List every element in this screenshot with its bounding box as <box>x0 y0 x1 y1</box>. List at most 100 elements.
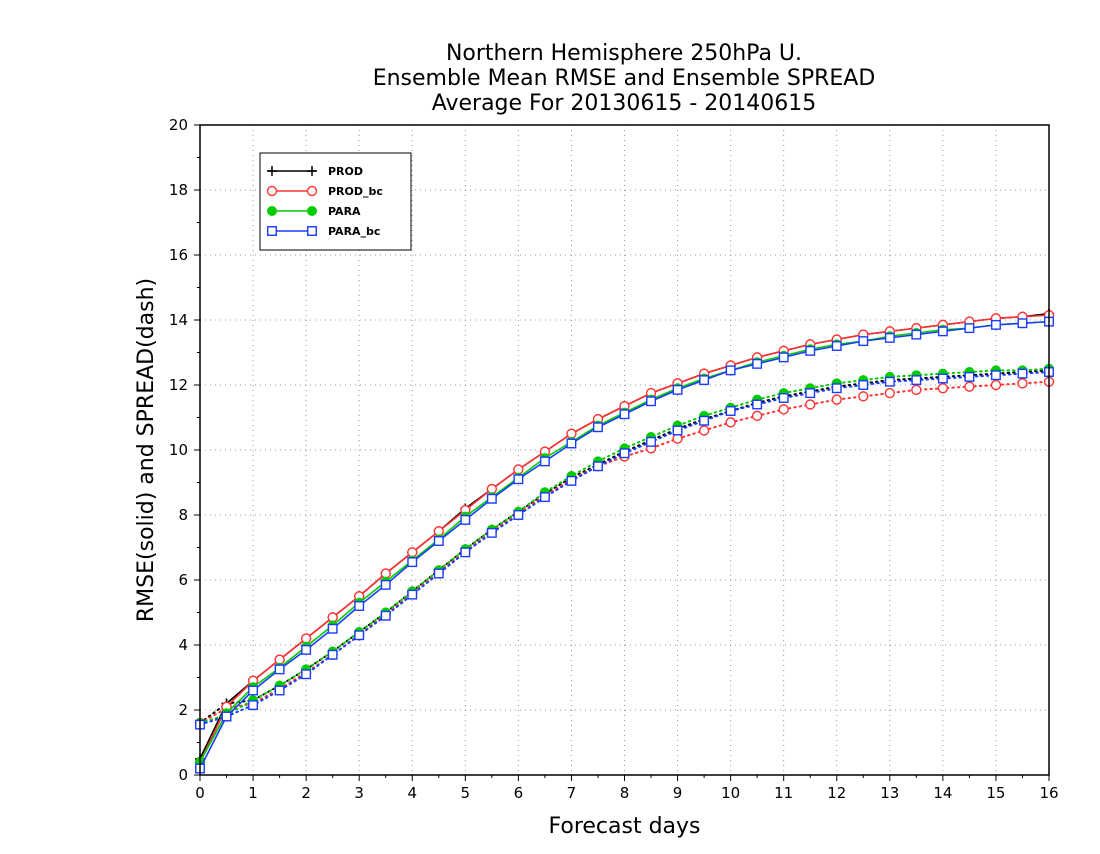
data-point-rmse <box>805 345 816 356</box>
legend-marker <box>307 226 317 236</box>
x-tick-label: 7 <box>567 784 577 802</box>
chart-title: Northern Hemisphere 250hPa U.Ensemble Me… <box>373 41 876 116</box>
y-tick-label: 14 <box>169 311 188 329</box>
x-tick-label: 0 <box>195 784 205 802</box>
data-point-rmse <box>752 358 763 369</box>
x-tick-label: 4 <box>407 784 417 802</box>
data-point-spread <box>566 475 577 486</box>
y-tick-label: 20 <box>169 116 188 134</box>
legend-marker <box>267 226 277 236</box>
x-tick-label: 12 <box>827 784 846 802</box>
chart-title-line: Northern Hemisphere 250hPa U. <box>446 41 802 66</box>
data-point-spread <box>486 527 497 538</box>
data-point-spread <box>964 381 975 392</box>
data-point-spread <box>752 399 763 410</box>
x-axis-label: Forecast days <box>548 814 700 839</box>
data-point-spread <box>301 669 312 680</box>
axis-ticks: 0 1 2 3 4 5 6 7 8 9 10 11 12 13 14 15 160246810121416182… <box>169 116 1059 802</box>
y-tick-label: 18 <box>169 181 188 199</box>
data-point-spread <box>858 391 869 402</box>
data-point-spread <box>698 425 710 436</box>
data-point-rmse <box>327 623 338 634</box>
x-tick-label: 10 <box>721 784 740 802</box>
legend-item: PARA_bc <box>267 225 380 238</box>
data-point-spread <box>513 510 524 520</box>
data-point-spread <box>619 448 630 459</box>
x-tick-label: 9 <box>673 784 683 802</box>
data-point-spread <box>884 387 896 399</box>
x-tick-label: 5 <box>461 784 471 802</box>
x-tick-label: 13 <box>880 784 899 802</box>
legend-item: PARA <box>267 205 361 218</box>
y-tick-label: 10 <box>169 441 188 459</box>
data-point-rmse <box>407 557 418 568</box>
data-point-spread <box>831 383 842 394</box>
series-line-spread <box>199 380 1050 724</box>
series-line-rmse <box>199 314 1050 763</box>
data-point-rmse <box>672 384 683 395</box>
data-point-spread <box>805 388 816 399</box>
data-point-spread <box>354 630 365 641</box>
y-axis-label: RMSE(solid) and SPREAD(dash) <box>134 278 159 622</box>
legend-item: PROD <box>267 165 363 178</box>
data-point-rmse <box>725 365 736 376</box>
data-point-spread <box>248 700 259 711</box>
y-tick-label: 8 <box>178 506 188 524</box>
data-point-spread <box>778 404 789 415</box>
y-tick-label: 16 <box>169 246 188 264</box>
data-point-rmse <box>221 711 232 722</box>
data-point-spread <box>646 436 656 447</box>
data-point-rmse <box>380 579 391 590</box>
data-point-spread <box>990 379 1002 391</box>
data-point-spread <box>460 547 471 558</box>
series-prod-bc <box>194 309 1055 768</box>
legend-item: PROD_bc <box>266 185 383 198</box>
series-para-bc <box>195 316 1054 774</box>
legend-marker <box>307 206 317 216</box>
x-tick-label: 1 <box>248 784 258 802</box>
data-point-rmse <box>248 685 259 696</box>
data-point-rmse <box>778 352 789 363</box>
data-point-spread <box>990 370 1001 381</box>
x-tick-label: 2 <box>301 784 311 802</box>
x-tick-label: 14 <box>933 784 952 802</box>
data-point-spread <box>831 394 842 405</box>
data-point-rmse <box>486 493 497 504</box>
legend-marker <box>306 185 318 197</box>
data-point-spread <box>858 380 869 390</box>
data-point-rmse <box>990 319 1001 330</box>
data-point-rmse <box>593 422 603 433</box>
legend-marker <box>267 166 277 176</box>
x-tick-label: 3 <box>354 784 364 802</box>
data-point-rmse <box>964 323 975 334</box>
data-point-spread <box>805 399 816 410</box>
x-tick-label: 6 <box>514 784 524 802</box>
data-point-spread <box>1017 378 1028 389</box>
series-para <box>195 316 1054 767</box>
data-point-rmse <box>884 332 895 343</box>
data-point-spread <box>433 568 444 579</box>
data-point-rmse <box>1017 318 1028 329</box>
data-point-spread <box>778 393 789 403</box>
y-tick-label: 0 <box>178 766 188 784</box>
y-tick-label: 6 <box>178 571 188 589</box>
data-point-spread <box>539 492 550 503</box>
y-tick-label: 2 <box>178 701 188 719</box>
data-point-spread <box>725 417 736 428</box>
x-tick-label: 8 <box>620 784 630 802</box>
chart-title-line: Ensemble Mean RMSE and Ensemble SPREAD <box>373 66 876 91</box>
legend-marker <box>266 185 278 197</box>
data-point-rmse <box>937 326 948 337</box>
legend-label: PROD <box>328 165 363 178</box>
data-point-spread <box>964 371 975 382</box>
chart-title-line: Average For 20130615 - 20140615 <box>432 91 817 116</box>
data-point-spread <box>1017 368 1028 379</box>
legend: PROD PROD_bc PARA PARA_bc <box>259 152 412 251</box>
data-point-spread <box>751 410 763 422</box>
data-point-spread <box>911 375 922 386</box>
y-tick-label: 4 <box>178 636 188 654</box>
data-point-rmse <box>433 536 444 546</box>
data-point-spread <box>672 433 683 444</box>
legend-label: PROD_bc <box>328 185 383 198</box>
